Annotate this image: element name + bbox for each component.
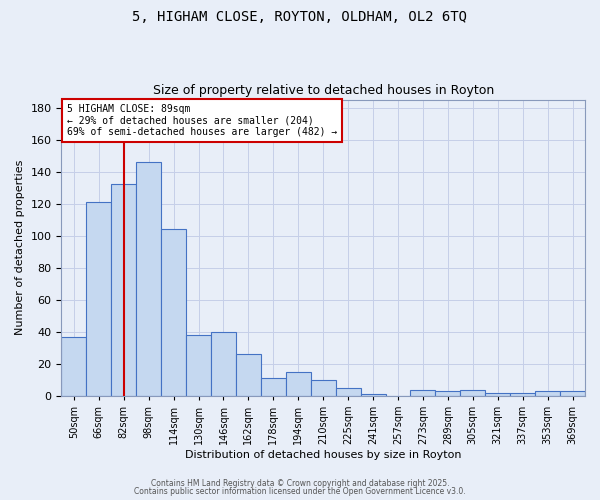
Bar <box>311 380 335 396</box>
Text: 5 HIGHAM CLOSE: 89sqm
← 29% of detached houses are smaller (204)
69% of semi-det: 5 HIGHAM CLOSE: 89sqm ← 29% of detached … <box>67 104 337 137</box>
Text: 5, HIGHAM CLOSE, ROYTON, OLDHAM, OL2 6TQ: 5, HIGHAM CLOSE, ROYTON, OLDHAM, OL2 6TQ <box>133 10 467 24</box>
Bar <box>111 184 136 396</box>
Y-axis label: Number of detached properties: Number of detached properties <box>15 160 25 336</box>
Bar <box>211 332 236 396</box>
Bar <box>436 391 460 396</box>
Bar <box>510 392 535 396</box>
Bar <box>286 372 311 396</box>
Bar <box>535 391 560 396</box>
Bar <box>136 162 161 396</box>
Bar <box>161 230 186 396</box>
Bar <box>361 394 386 396</box>
Bar <box>61 336 86 396</box>
Bar <box>335 388 361 396</box>
Bar <box>485 392 510 396</box>
Bar <box>560 391 585 396</box>
Text: Contains public sector information licensed under the Open Government Licence v3: Contains public sector information licen… <box>134 487 466 496</box>
X-axis label: Distribution of detached houses by size in Royton: Distribution of detached houses by size … <box>185 450 461 460</box>
Bar <box>86 202 111 396</box>
Title: Size of property relative to detached houses in Royton: Size of property relative to detached ho… <box>152 84 494 97</box>
Bar <box>186 335 211 396</box>
Text: Contains HM Land Registry data © Crown copyright and database right 2025.: Contains HM Land Registry data © Crown c… <box>151 478 449 488</box>
Bar <box>236 354 261 396</box>
Bar <box>410 390 436 396</box>
Bar <box>460 390 485 396</box>
Bar <box>261 378 286 396</box>
